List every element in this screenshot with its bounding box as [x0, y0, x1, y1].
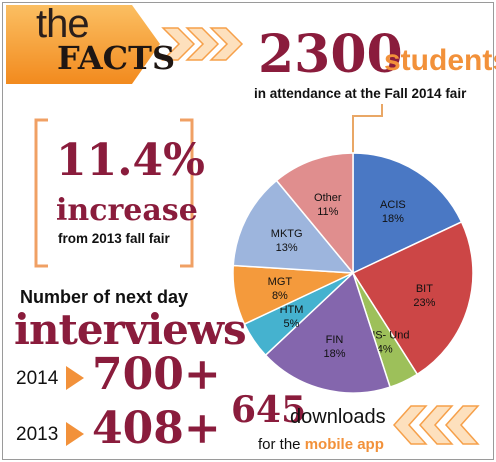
downloads-word: downloads	[290, 406, 386, 428]
pie-value-other: 11%	[317, 206, 338, 218]
pie-label-bit: BIT	[416, 283, 433, 295]
attendance-unit: students	[384, 44, 496, 77]
pie-label-fin: FIN	[326, 334, 344, 346]
pie-slice-other	[275, 152, 354, 276]
interview-value-2014: 700+	[92, 349, 221, 400]
pie-label-mktg: MKTG	[271, 228, 303, 240]
pie-slice-acis	[352, 152, 463, 275]
header-the: the	[36, 2, 90, 46]
pie-value-bus-und: 4%	[377, 343, 393, 355]
pie-slice-fin	[264, 271, 392, 394]
pie-slice-bit	[351, 220, 474, 376]
pie-slice-mktg	[232, 179, 355, 274]
pie-label-other: Other	[314, 192, 342, 204]
chevron-arrows-icon	[161, 27, 244, 61]
attendance-caption: in attendance at the Fall 2014 fair	[254, 86, 467, 101]
increase-caption: from 2013 fall fair	[58, 231, 170, 246]
downloads-caption: for the mobile app	[258, 436, 384, 454]
pie-label-htm: HTM	[280, 304, 304, 316]
increase-word: increase	[56, 193, 198, 228]
increase-percent: 11.4%	[56, 135, 205, 186]
attendance-connector	[352, 104, 383, 155]
pie-value-mktg: 13%	[276, 242, 298, 254]
pie-value-bit: 23%	[413, 297, 435, 309]
chevron-left-arrows-icon	[392, 405, 480, 445]
interview-year-2013: 2013	[16, 424, 59, 445]
interviews-heading: Number of next day	[20, 287, 189, 307]
pie-label-acis: ACIS	[380, 199, 406, 211]
facts-arrow-shape	[6, 5, 160, 84]
interviews-word: interviews	[14, 305, 247, 354]
interview-value-2013: 408+	[92, 403, 221, 454]
pie-value-mgt: 8%	[272, 290, 288, 302]
interview-year-2014: 2014	[16, 368, 59, 389]
pie-label-mgt: MGT	[268, 276, 293, 288]
pie-value-fin: 18%	[323, 348, 345, 360]
downloads-number: 645	[231, 389, 307, 431]
pie-value-htm: 5%	[284, 318, 300, 330]
downloads-caption-prefix: for the	[258, 436, 301, 453]
arrow-right-icon	[66, 366, 84, 390]
arrow-right-icon	[66, 422, 84, 446]
header-banner	[6, 5, 244, 84]
attendance-number: 2300	[258, 24, 403, 85]
pie-value-acis: 18%	[382, 213, 404, 225]
downloads-caption-highlight: mobile app	[304, 436, 384, 453]
increase-brackets	[34, 118, 194, 268]
header-facts: FACTS	[57, 39, 176, 77]
